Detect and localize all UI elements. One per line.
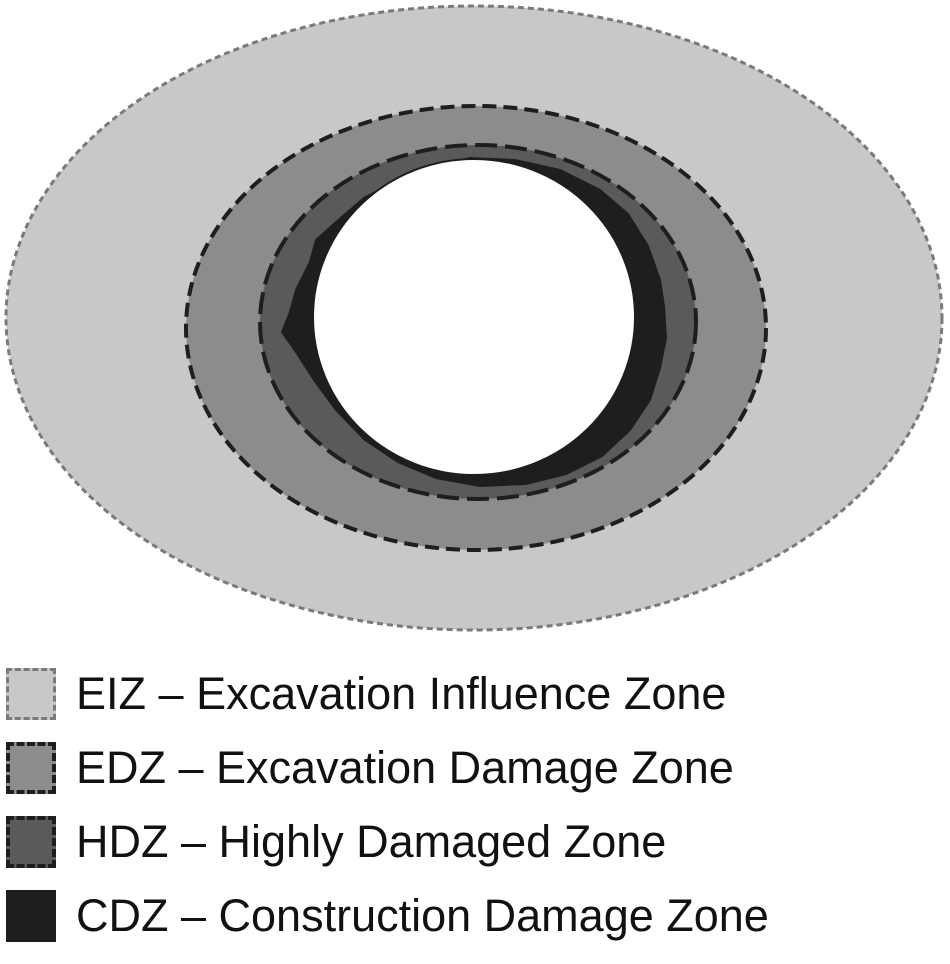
edz-abbr: EDZ xyxy=(76,742,166,793)
eiz-name: Excavation Influence Zone xyxy=(196,668,727,719)
excavation-opening xyxy=(312,158,636,476)
legend-item-edz: EDZ – Excavation Damage Zone xyxy=(0,742,950,816)
legend-label-hdz: HDZ – Highly Damaged Zone xyxy=(76,816,667,867)
hdz-swatch xyxy=(6,816,56,868)
edz-name: Excavation Damage Zone xyxy=(216,742,734,793)
legend-label-edz: EDZ – Excavation Damage Zone xyxy=(76,742,734,793)
cdz-abbr: CDZ xyxy=(76,890,169,941)
legend-item-hdz: HDZ – Highly Damaged Zone xyxy=(0,816,950,890)
eiz-swatch xyxy=(6,668,56,720)
legend-item-cdz: CDZ – Construction Damage Zone xyxy=(0,890,950,964)
legend-label-cdz: CDZ – Construction Damage Zone xyxy=(76,890,769,941)
legend-label-eiz: EIZ – Excavation Influence Zone xyxy=(76,668,727,719)
edz-swatch xyxy=(6,742,56,794)
zone-diagram xyxy=(4,4,944,632)
hdz-name: Highly Damaged Zone xyxy=(218,816,667,867)
cdz-swatch xyxy=(6,890,56,942)
legend: EIZ – Excavation Influence Zone EDZ – Ex… xyxy=(0,668,950,964)
cdz-name: Construction Damage Zone xyxy=(218,890,769,941)
eiz-abbr: EIZ xyxy=(76,668,147,719)
legend-item-eiz: EIZ – Excavation Influence Zone xyxy=(0,668,950,742)
hdz-abbr: HDZ xyxy=(76,816,169,867)
